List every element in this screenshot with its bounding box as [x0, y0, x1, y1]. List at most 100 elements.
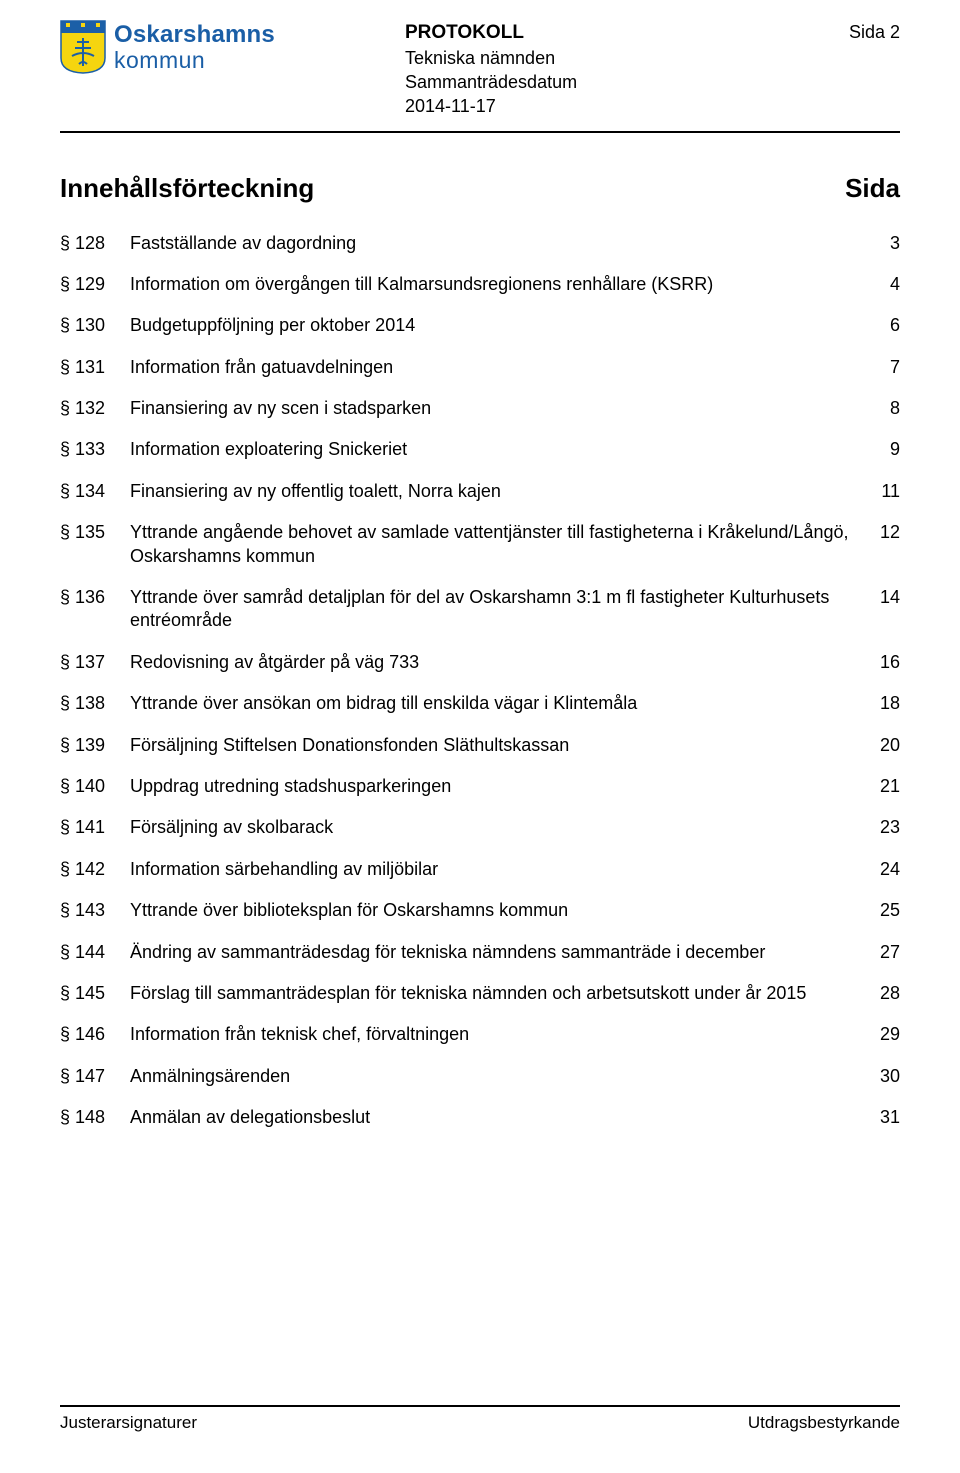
meeting-date: 2014-11-17 [405, 94, 839, 118]
toc-item-page: 12 [870, 521, 900, 544]
logo-text: Oskarshamns kommun [114, 22, 275, 71]
toc-item-title: Fastställande av dagordning [130, 232, 870, 255]
toc-section-number: § 133 [60, 438, 130, 461]
toc-item-page: 16 [870, 651, 900, 674]
toc-item-page: 8 [870, 397, 900, 420]
toc-item-title: Yttrande över biblioteksplan för Oskarsh… [130, 899, 870, 922]
toc-item-title: Ändring av sammanträdesdag för tekniska … [130, 941, 870, 964]
page-number-label: Sida 2 [849, 20, 900, 43]
page: Oskarshamns kommun PROTOKOLL Tekniska nä… [0, 0, 960, 1473]
toc-row: § 134Finansiering av ny offentlig toalet… [60, 480, 900, 503]
toc-section-number: § 144 [60, 941, 130, 964]
toc-row: § 129Information om övergången till Kalm… [60, 273, 900, 296]
toc-row: § 145Förslag till sammanträdesplan för t… [60, 982, 900, 1005]
committee-name: Tekniska nämnden [405, 46, 839, 70]
toc-item-title: Finansiering av ny offentlig toalett, No… [130, 480, 870, 503]
toc-section-number: § 147 [60, 1065, 130, 1088]
toc-section-number: § 142 [60, 858, 130, 881]
toc-section-number: § 135 [60, 521, 130, 544]
toc-item-page: 25 [870, 899, 900, 922]
crest-icon [60, 20, 106, 74]
toc-item-page: 6 [870, 314, 900, 337]
toc-row: § 133Information exploatering Snickeriet… [60, 438, 900, 461]
toc-row: § 138Yttrande över ansökan om bidrag til… [60, 692, 900, 715]
toc-item-title: Yttrande över ansökan om bidrag till ens… [130, 692, 870, 715]
toc-section-number: § 137 [60, 651, 130, 674]
toc-item-title: Information från teknisk chef, förvaltni… [130, 1023, 870, 1046]
footer-right: Utdragsbestyrkande [748, 1413, 900, 1433]
toc-section-number: § 134 [60, 480, 130, 503]
toc-section-number: § 128 [60, 232, 130, 255]
toc-row: § 135Yttrande angående behovet av samlad… [60, 521, 900, 568]
toc-row: § 140Uppdrag utredning stadshusparkering… [60, 775, 900, 798]
toc-section-number: § 136 [60, 586, 130, 609]
meeting-date-label: Sammanträdesdatum [405, 70, 839, 94]
toc-item-title: Uppdrag utredning stadshusparkeringen [130, 775, 870, 798]
toc-item-title: Yttrande över samråd detaljplan för del … [130, 586, 870, 633]
municipality-logo: Oskarshamns kommun [60, 20, 395, 74]
toc-item-title: Finansiering av ny scen i stadsparken [130, 397, 870, 420]
toc-row: § 144Ändring av sammanträdesdag för tekn… [60, 941, 900, 964]
footer-left: Justerarsignaturer [60, 1413, 197, 1433]
logo-text-bottom: kommun [114, 48, 275, 72]
page-header: Oskarshamns kommun PROTOKOLL Tekniska nä… [60, 20, 900, 133]
toc-section-number: § 140 [60, 775, 130, 798]
toc-item-page: 27 [870, 941, 900, 964]
toc-item-page: 21 [870, 775, 900, 798]
toc-item-page: 11 [870, 480, 900, 503]
toc-row: § 137Redovisning av åtgärder på väg 7331… [60, 651, 900, 674]
toc-row: § 130Budgetuppföljning per oktober 20146 [60, 314, 900, 337]
toc-item-page: 7 [870, 356, 900, 379]
toc-row: § 146Information från teknisk chef, förv… [60, 1023, 900, 1046]
toc-item-page: 29 [870, 1023, 900, 1046]
toc-item-page: 30 [870, 1065, 900, 1088]
toc-item-page: 4 [870, 273, 900, 296]
toc-row: § 142Information särbehandling av miljöb… [60, 858, 900, 881]
toc-section-number: § 131 [60, 356, 130, 379]
toc-item-title: Försäljning av skolbarack [130, 816, 870, 839]
toc-row: § 147Anmälningsärenden30 [60, 1065, 900, 1088]
toc-row: § 136Yttrande över samråd detaljplan för… [60, 586, 900, 633]
toc-section-number: § 129 [60, 273, 130, 296]
toc-section-number: § 146 [60, 1023, 130, 1046]
toc-section-number: § 148 [60, 1106, 130, 1129]
toc-heading: Innehållsförteckning [60, 173, 314, 204]
toc-item-page: 31 [870, 1106, 900, 1129]
toc-row: § 139Försäljning Stiftelsen Donationsfon… [60, 734, 900, 757]
toc-item-title: Förslag till sammanträdesplan för teknis… [130, 982, 870, 1005]
toc-item-title: Information från gatuavdelningen [130, 356, 870, 379]
header-center: PROTOKOLL Tekniska nämnden Sammanträdesd… [405, 20, 839, 119]
toc-section-number: § 143 [60, 899, 130, 922]
toc-item-title: Information om övergången till Kalmarsun… [130, 273, 870, 296]
protocol-label: PROTOKOLL [405, 20, 839, 46]
toc-item-title: Budgetuppföljning per oktober 2014 [130, 314, 870, 337]
toc-section-number: § 138 [60, 692, 130, 715]
toc-row: § 128Fastställande av dagordning3 [60, 232, 900, 255]
table-of-contents: § 128Fastställande av dagordning3§ 129In… [60, 232, 900, 1130]
toc-section-number: § 145 [60, 982, 130, 1005]
toc-item-page: 9 [870, 438, 900, 461]
toc-item-title: Försäljning Stiftelsen Donationsfonden S… [130, 734, 870, 757]
toc-row: § 141Försäljning av skolbarack23 [60, 816, 900, 839]
toc-section-number: § 130 [60, 314, 130, 337]
toc-row: § 148Anmälan av delegationsbeslut31 [60, 1106, 900, 1129]
toc-item-title: Information exploatering Snickeriet [130, 438, 870, 461]
toc-section-number: § 139 [60, 734, 130, 757]
toc-item-title: Anmälningsärenden [130, 1065, 870, 1088]
toc-item-page: 23 [870, 816, 900, 839]
toc-row: § 131Information från gatuavdelningen7 [60, 356, 900, 379]
page-footer: Justerarsignaturer Utdragsbestyrkande [60, 1405, 900, 1433]
toc-item-title: Redovisning av åtgärder på väg 733 [130, 651, 870, 674]
sida-heading: Sida [845, 173, 900, 204]
toc-item-page: 18 [870, 692, 900, 715]
toc-item-page: 14 [870, 586, 900, 609]
logo-text-top: Oskarshamns [114, 22, 275, 47]
toc-item-page: 28 [870, 982, 900, 1005]
toc-item-title: Information särbehandling av miljöbilar [130, 858, 870, 881]
toc-row: § 132Finansiering av ny scen i stadspark… [60, 397, 900, 420]
toc-section-number: § 141 [60, 816, 130, 839]
toc-item-page: 20 [870, 734, 900, 757]
toc-item-title: Anmälan av delegationsbeslut [130, 1106, 870, 1129]
content-title-row: Innehållsförteckning Sida [60, 173, 900, 204]
toc-row: § 143Yttrande över biblioteksplan för Os… [60, 899, 900, 922]
